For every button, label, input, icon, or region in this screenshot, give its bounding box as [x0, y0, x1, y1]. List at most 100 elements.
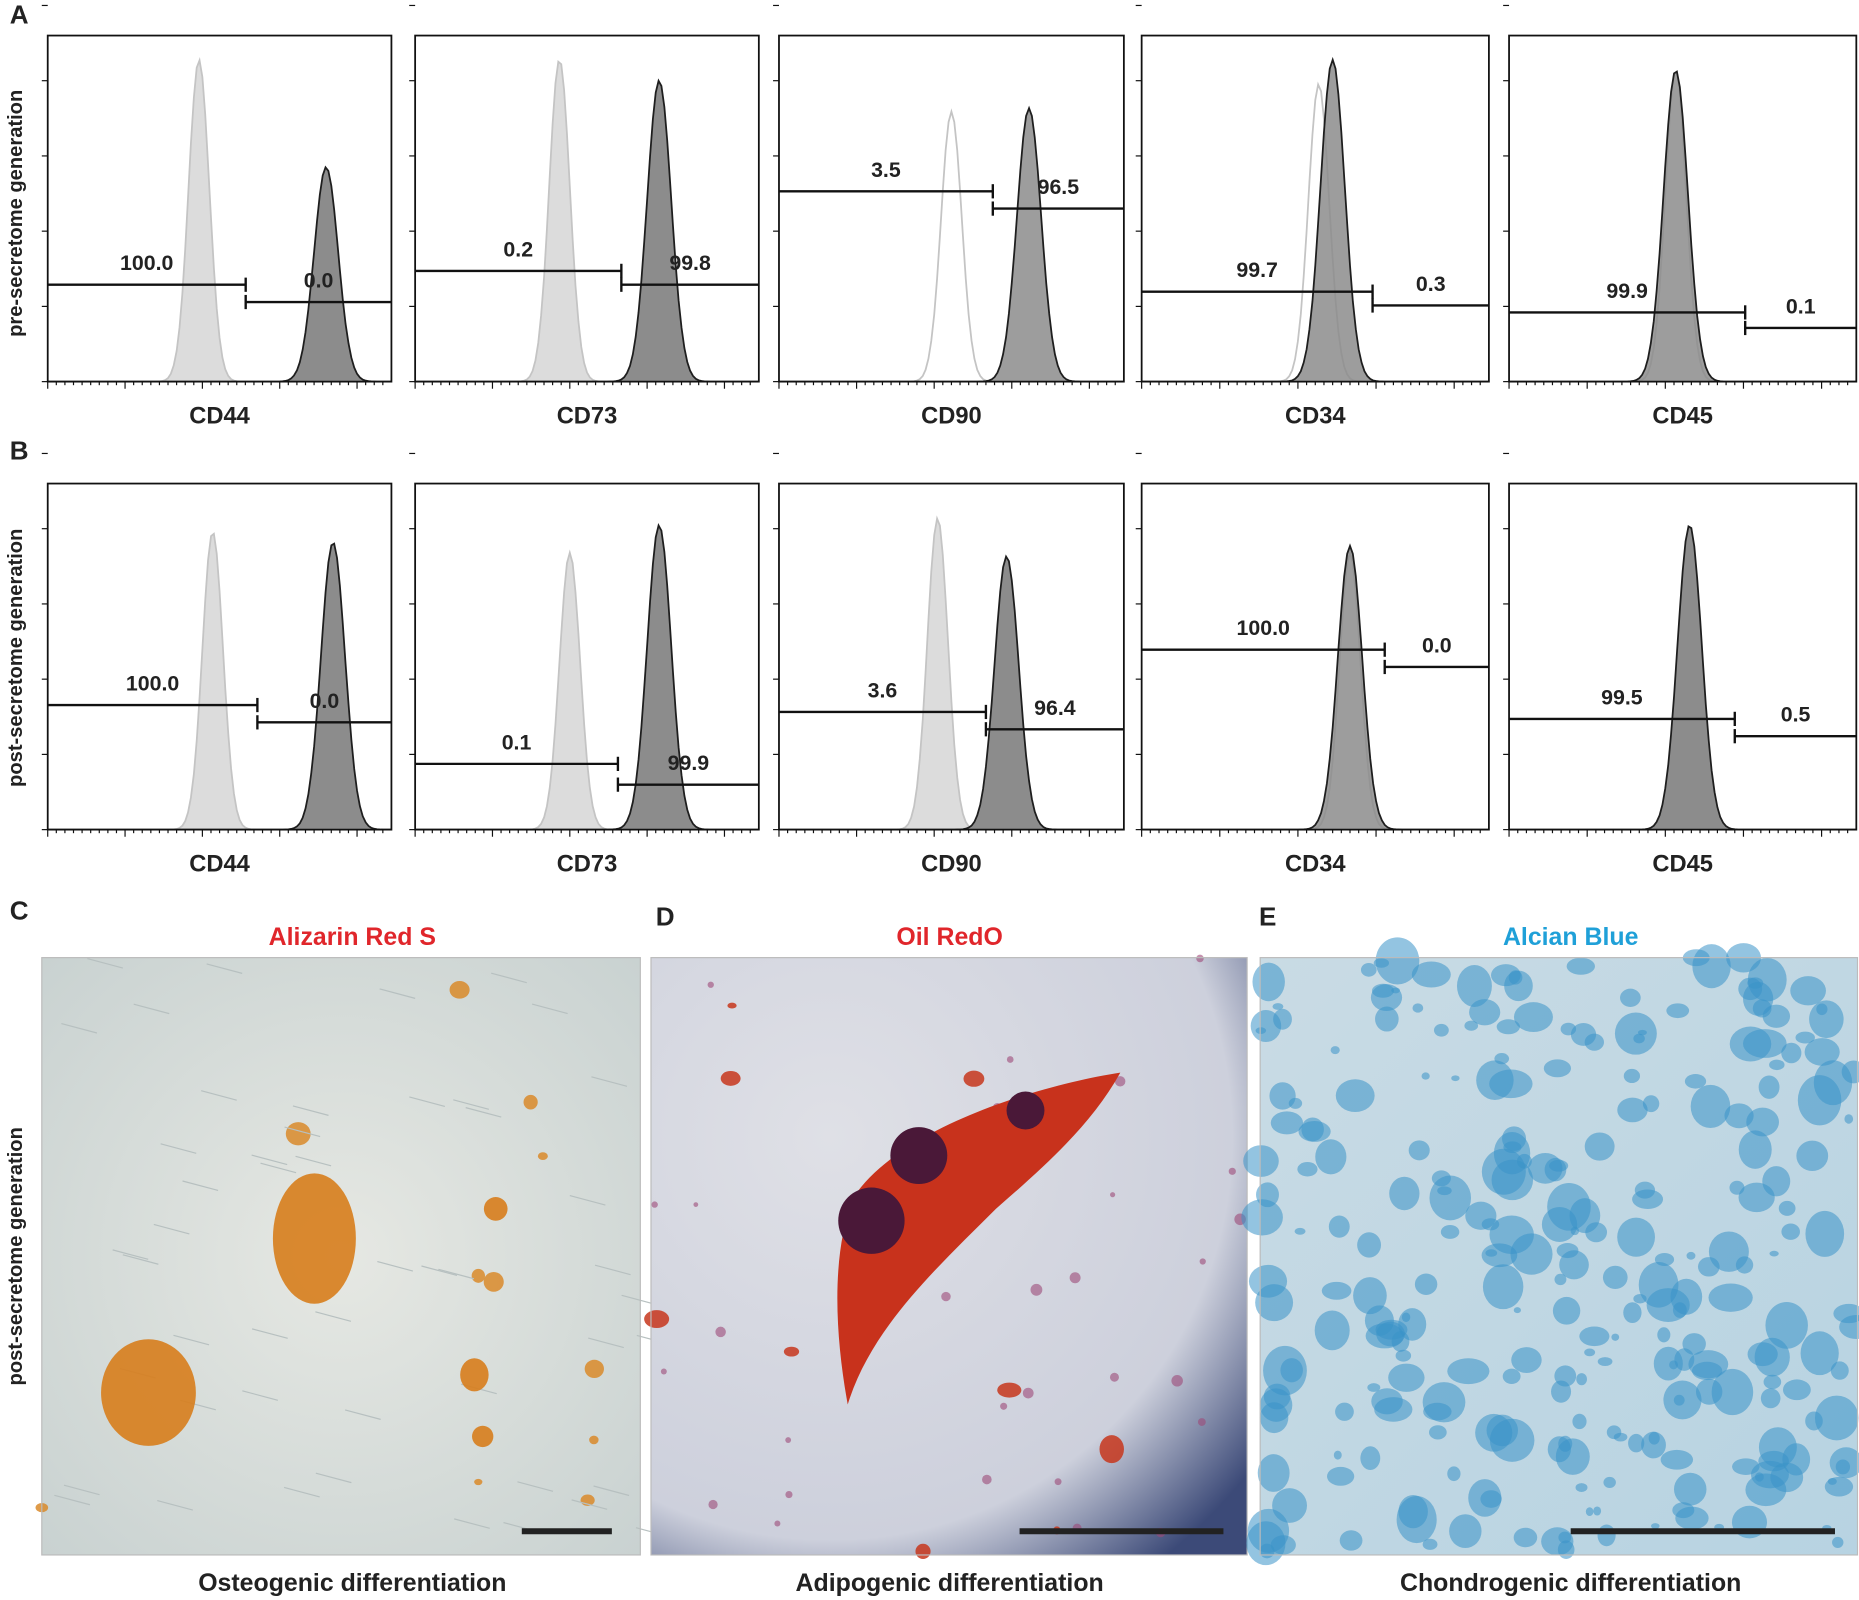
stain-blob: [471, 1268, 486, 1283]
flow-panel: 100.0 0.0 CD44: [41, 4, 393, 429]
stain-blob: [1560, 1022, 1577, 1036]
gate-label: 0.0: [1422, 633, 1452, 657]
stain-blob: [1447, 1466, 1461, 1482]
flow-panel: 3.5 96.5 CD90: [773, 4, 1125, 429]
plot-frame: [414, 34, 760, 383]
stain-blob: [1804, 1038, 1840, 1066]
stain-blob: [1778, 1200, 1796, 1216]
stain-blob: [1408, 1140, 1430, 1161]
marker-label: CD90: [921, 851, 982, 877]
stain-blob: [1543, 1059, 1572, 1078]
cell-texture: [87, 958, 124, 969]
sample-histogram: [415, 78, 759, 383]
stain-blob: [1674, 1348, 1695, 1371]
gate-label: 0.3: [1416, 272, 1446, 296]
marker-label: CD73: [557, 403, 618, 429]
stain-blob: [1422, 1538, 1438, 1550]
stain-blob: [1654, 1253, 1675, 1266]
lipid-core: [890, 1127, 948, 1184]
stain-blob: [1447, 1358, 1490, 1385]
stain-blob: [1481, 1218, 1500, 1231]
stain-blob: [1735, 1256, 1754, 1274]
stain-blob: [1456, 965, 1492, 1007]
stain-blob: [1603, 1476, 1616, 1489]
image-caption: Chondrogenic differentiation: [1400, 1569, 1741, 1597]
cell-texture: [206, 963, 243, 974]
stain-blob: [1790, 976, 1826, 1006]
stain-nodule: [483, 1197, 508, 1221]
stain-blob: [1554, 1273, 1567, 1286]
stain-nodule: [472, 1425, 494, 1448]
stain-blob: [1333, 1450, 1342, 1460]
gate-label: 0.0: [304, 269, 334, 293]
flow-panel: 0.2 99.8 CD73: [409, 4, 760, 429]
stain-blob: [1481, 1243, 1518, 1268]
marker-label: CD34: [1285, 851, 1346, 877]
stain-blob: [1464, 1020, 1479, 1031]
stain-nodule: [272, 1173, 356, 1304]
stain-blob: [1695, 1378, 1723, 1405]
stain-blob: [1672, 1502, 1695, 1519]
control-histogram: [778, 515, 1124, 831]
gate-label: 100.0: [126, 672, 179, 696]
stain-blob: [1684, 1074, 1707, 1089]
stain-blob: [1551, 1380, 1572, 1403]
stain-blob: [1579, 1326, 1610, 1347]
stain-blob: [1620, 988, 1641, 1007]
stain-blob: [1294, 1227, 1306, 1235]
marker-label: CD34: [1285, 403, 1346, 429]
cell-texture: [491, 972, 527, 984]
stain-blob: [1475, 1413, 1513, 1452]
stain-blob: [644, 1310, 670, 1328]
stain-blob: [1440, 1225, 1460, 1239]
stain-blob: [1585, 1507, 1594, 1517]
stain-blob: [1493, 1131, 1531, 1175]
row-label: post-secretome generation: [5, 529, 27, 787]
image-frame: [41, 957, 641, 1556]
stain-blob: [1572, 1413, 1587, 1430]
cell-texture: [531, 1003, 568, 1015]
stain-blob: [1729, 1180, 1745, 1195]
gate-label: 0.2: [503, 237, 533, 261]
stain-blob: [1246, 1521, 1286, 1566]
stain-blob: [1468, 1479, 1502, 1517]
debris: [651, 1201, 658, 1208]
panel-label: C: [10, 895, 29, 925]
debris: [1199, 1258, 1206, 1265]
debris: [693, 1202, 699, 1207]
cell-texture: [377, 1260, 414, 1272]
gate-label: 100.0: [120, 251, 173, 275]
debris: [785, 1437, 792, 1443]
cell-texture: [153, 1223, 190, 1235]
stain-blob: [1375, 1006, 1399, 1032]
debris: [1109, 1372, 1119, 1382]
cell-texture: [569, 1194, 606, 1206]
sample-histogram: [1509, 70, 1857, 383]
marker-label: CD44: [189, 851, 250, 877]
cell-texture: [591, 1076, 628, 1087]
stain-blob: [1558, 1435, 1573, 1452]
stain-blob: [1511, 1347, 1542, 1373]
row-label: pre-secretome generation: [5, 90, 27, 337]
stain-blob: [1611, 1333, 1620, 1341]
stain-blob: [1451, 1075, 1460, 1082]
stain-blob: [1690, 1084, 1731, 1128]
gate-label: 96.4: [1034, 696, 1076, 720]
debris: [1196, 954, 1204, 963]
stain-blob: [1617, 1217, 1655, 1257]
gate-label: 99.9: [668, 751, 710, 775]
stain-blob: [1259, 1388, 1293, 1422]
stain-title: Alizarin Red S: [269, 923, 436, 951]
stain-blob: [1614, 1012, 1657, 1055]
stain-blob: [1398, 1494, 1428, 1529]
stain-blob: [1330, 1046, 1340, 1055]
cell-texture: [260, 1162, 297, 1174]
stain-blob: [1781, 1042, 1802, 1064]
image-frame: [650, 957, 1248, 1556]
stain-blob: [584, 1359, 604, 1379]
stain-blob: [1375, 937, 1420, 985]
stain-blob: [1763, 1374, 1782, 1390]
stain-blob: [1552, 1296, 1581, 1325]
stain-blob: [1570, 1023, 1597, 1046]
cell-texture: [133, 1003, 170, 1015]
